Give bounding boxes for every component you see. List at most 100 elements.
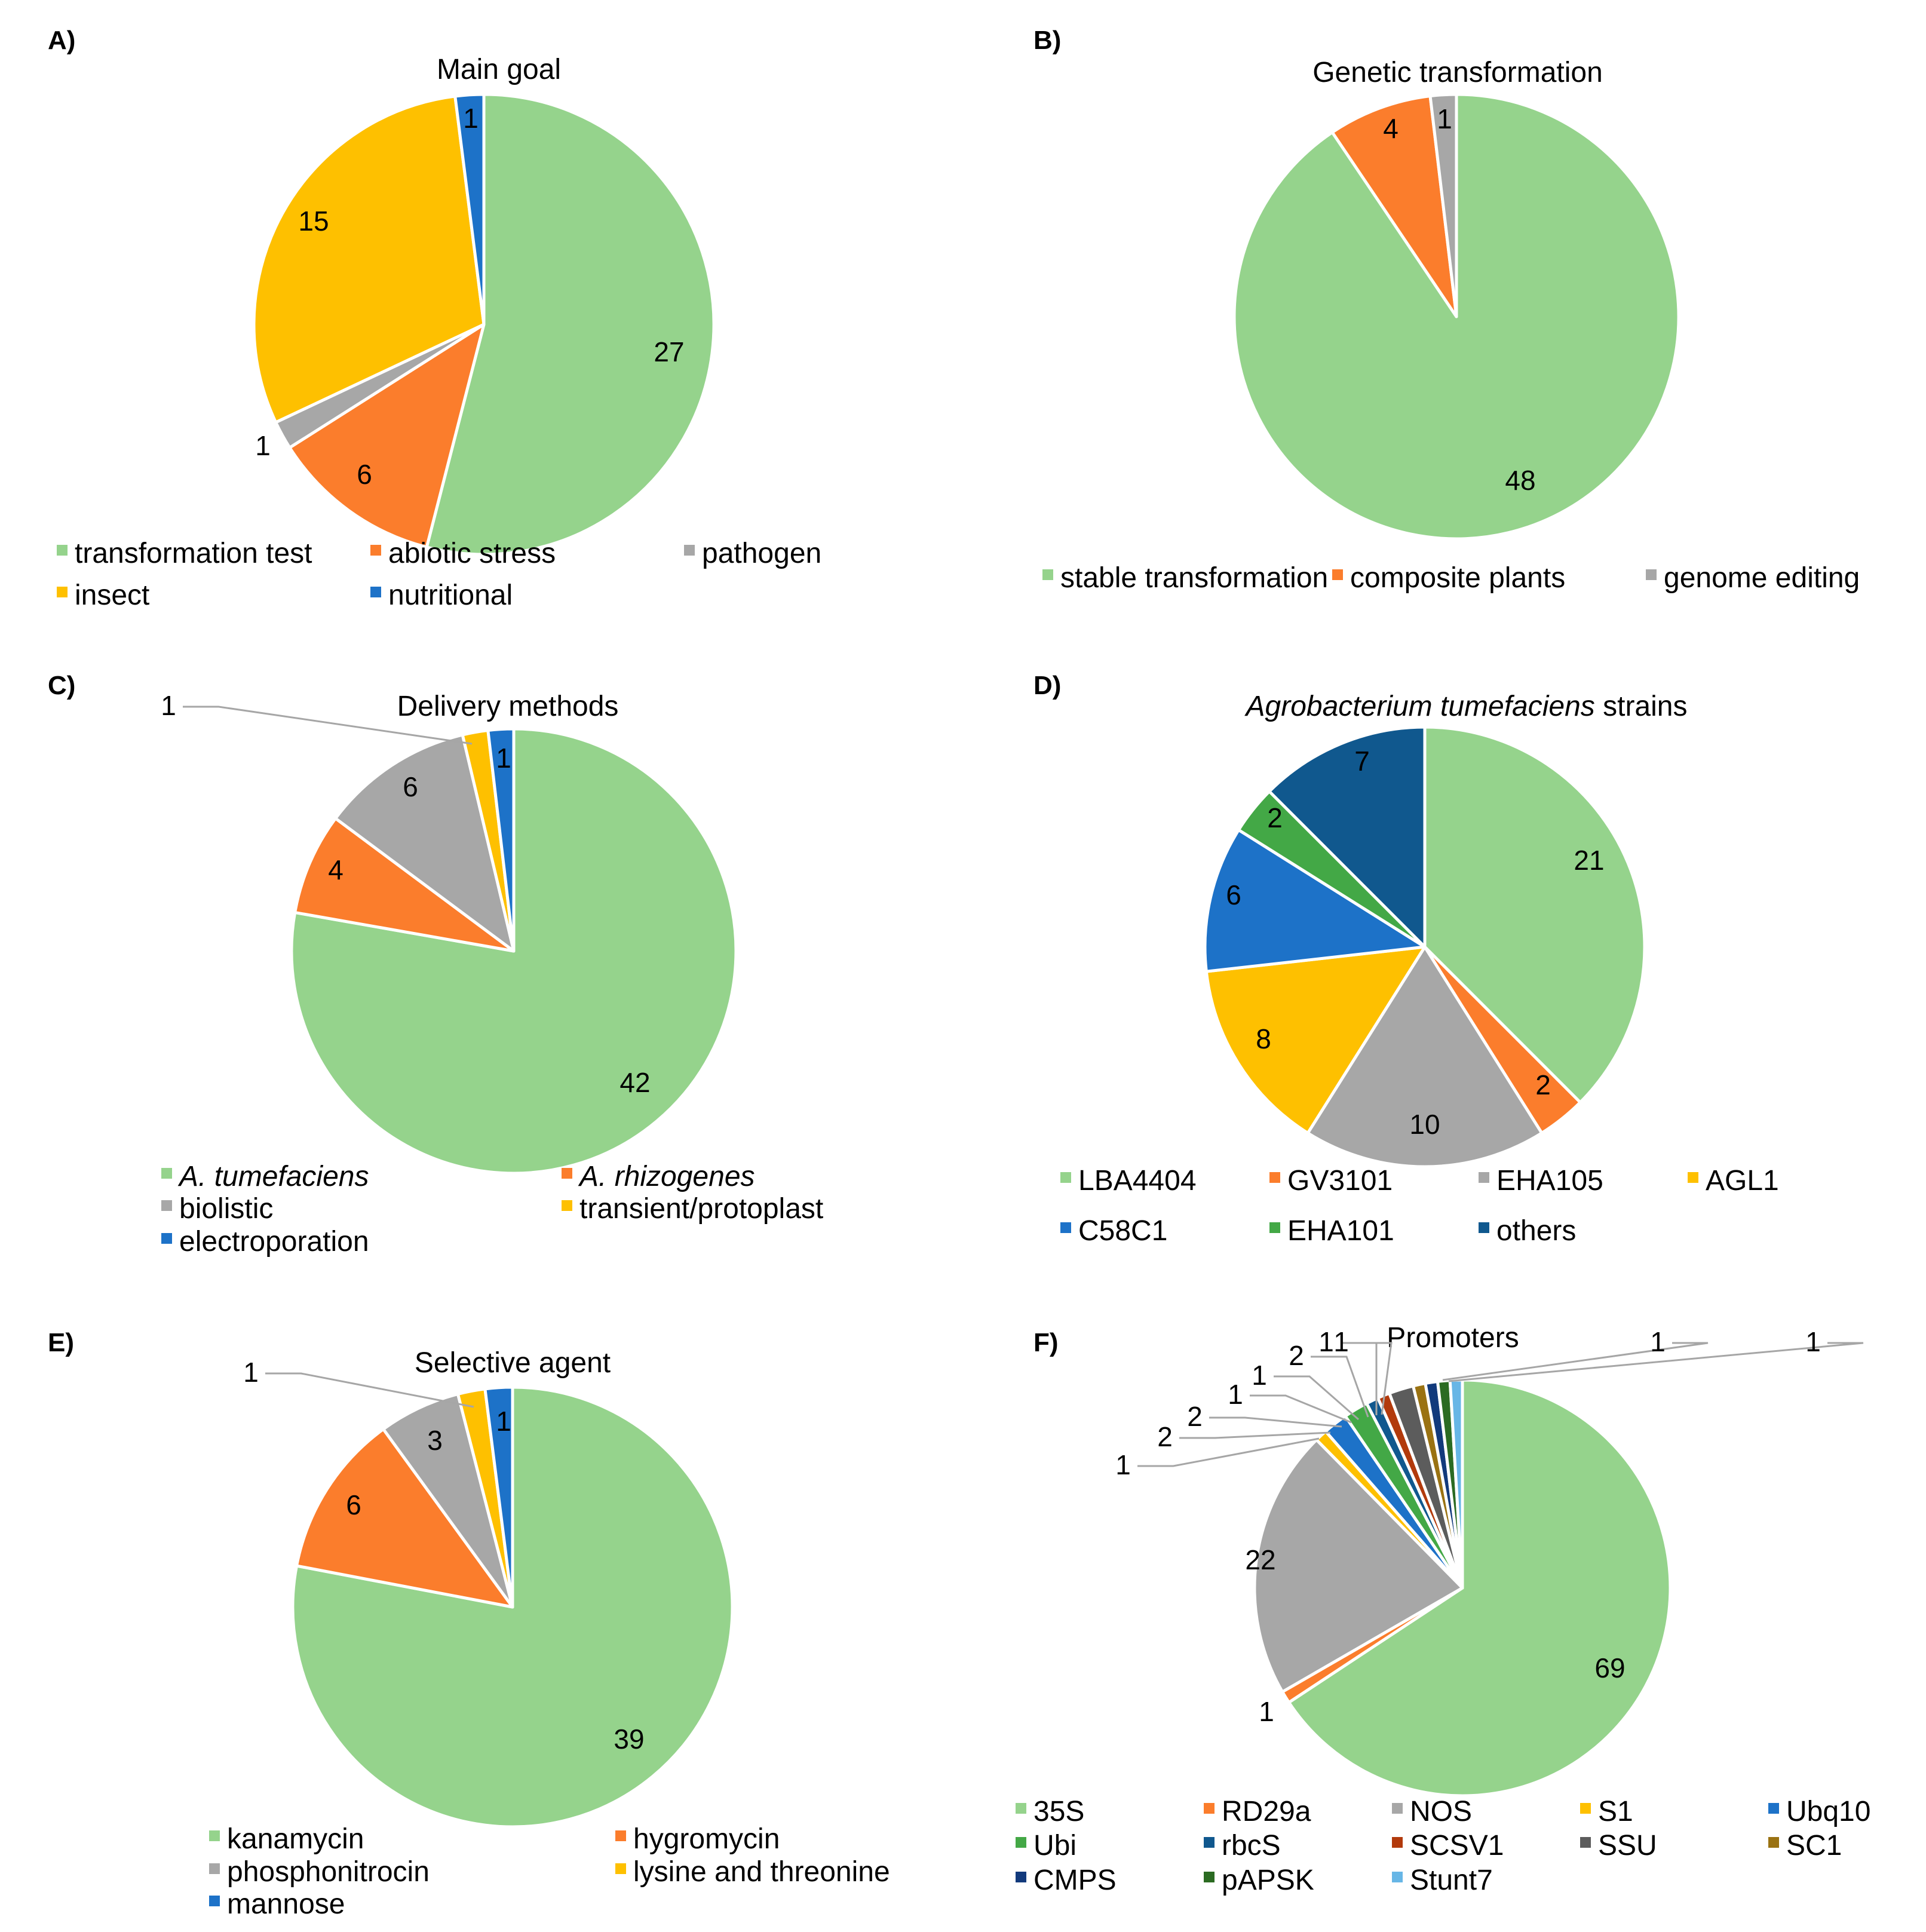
legend-swatch: [1042, 569, 1053, 580]
legend-label: pAPSK: [1222, 1864, 1314, 1896]
legend-label: RD29a: [1222, 1796, 1311, 1827]
legend-swatch: [562, 1200, 572, 1211]
pie-slice-hygromycin: [295, 1427, 514, 1609]
legend-item-phosphonitrocin: phosphonitrocin: [209, 1856, 430, 1888]
legend-swatch: [1204, 1837, 1215, 1848]
legend-label: composite plants: [1350, 562, 1565, 594]
legend-swatch: [161, 1233, 172, 1244]
slice-label-nos: 22: [1245, 1544, 1275, 1575]
legend-item-others: others: [1479, 1215, 1576, 1247]
legend-swatch: [370, 587, 381, 597]
legend-label: EHA105: [1496, 1165, 1603, 1197]
legend-swatch: [1016, 1803, 1026, 1814]
slice-label-transformation-test: 27: [654, 336, 684, 367]
chart-d: D) Agrobacterium tumefaciens strains 21 2 10…: [1033, 671, 1779, 1247]
legend-swatch: [1060, 1172, 1071, 1183]
legend-item-rd29a: RD29a: [1204, 1796, 1311, 1827]
legend-swatch: [1269, 1222, 1280, 1233]
legend-item-scsv1: SCSV1: [1392, 1830, 1504, 1862]
legend-item-transformation-test: transformation test: [57, 538, 312, 569]
legend-item-35s: 35S: [1016, 1796, 1084, 1827]
legend-label: electroporation: [179, 1226, 369, 1258]
leader-line-transient-protoplast: [183, 706, 473, 745]
legend-item-ubi: Ubi: [1016, 1830, 1077, 1862]
slice-label-kanamycin: 39: [614, 1724, 644, 1755]
slice-label-ubq10: 2: [1157, 1421, 1173, 1452]
legend-label: SCSV1: [1410, 1830, 1504, 1862]
legend-label: insect: [75, 579, 149, 611]
chart-e: E) Selective agent 39 6 3 1 1 kanamycin hygromyc…: [48, 1328, 890, 1920]
slice-label-a-tumefaciens: 42: [619, 1067, 650, 1098]
legend-swatch: [1392, 1803, 1403, 1814]
pie-slice-transformation-test: [425, 93, 716, 556]
slice-label-mannose: 1: [496, 1406, 511, 1437]
legend-swatch: [1392, 1837, 1403, 1848]
legend-item-ubq10: Ubq10: [1768, 1796, 1870, 1827]
panel-letter: B): [1033, 26, 1061, 55]
legend-swatch: [1332, 569, 1343, 580]
legend-label: lysine and threonine: [633, 1856, 890, 1888]
legend-item-eha101: EHA101: [1269, 1215, 1394, 1247]
slice-label-s1: 1: [1115, 1449, 1131, 1480]
legend-swatch: [1580, 1803, 1591, 1814]
chart-title: Genetic transformation: [1312, 57, 1603, 88]
legend-item-c58c1: C58C1: [1060, 1215, 1167, 1247]
legend-label: genome editing: [1664, 562, 1860, 594]
slice-label-a-rhizogenes: 4: [328, 854, 344, 885]
slice-label-composite-plants: 4: [1383, 113, 1399, 144]
slice-label-lysine-and-threonine: 1: [243, 1357, 259, 1388]
pie-slice-nutritional: [453, 93, 486, 326]
legend-item-cmps: CMPS: [1016, 1864, 1117, 1896]
slice-label-hygromycin: 6: [346, 1489, 361, 1520]
leader-line-ssu: [1311, 1356, 1369, 1418]
legend-item-a-tumefaciens: A. tumefaciens: [161, 1161, 369, 1192]
slice-label-pathogen: 1: [255, 430, 271, 461]
pie-slice-a-tumefaciens: [290, 727, 738, 1175]
slice-label-genome-editing: 1: [1437, 103, 1452, 134]
legend-swatch: [161, 1200, 172, 1211]
legend-label: kanamycin: [227, 1823, 364, 1855]
legend-label: CMPS: [1033, 1864, 1117, 1896]
pie-slice-eha105: [1306, 945, 1544, 1169]
legend-swatch: [1016, 1872, 1026, 1882]
legend-item-nos: NOS: [1392, 1796, 1472, 1827]
legend-swatch: [209, 1863, 220, 1874]
leader-line-ubq10: [1179, 1431, 1331, 1439]
legend-swatch: [562, 1168, 572, 1179]
legend-swatch: [1688, 1172, 1698, 1183]
chart-c: C) Delivery methods 42 4 6 1 1 A. tumefaciens A.…: [48, 671, 823, 1258]
legend-item-ssu: SSU: [1580, 1830, 1657, 1862]
pie-slice-genome-editing: [1428, 93, 1458, 318]
slice-label-agl1: 8: [1256, 1023, 1271, 1054]
pie-slice-biolistic: [334, 733, 516, 953]
chart-b: B) Genetic transformation 48 4 1 stable trans…: [1033, 26, 1860, 594]
slice-label-electroporation: 1: [496, 743, 511, 774]
legend-item-stunt7: Stunt7: [1392, 1864, 1493, 1896]
legend-label: S1: [1598, 1796, 1633, 1827]
legend-swatch: [57, 587, 68, 597]
legend-item-electroporation: electroporation: [161, 1226, 369, 1258]
slice-label-others: 7: [1354, 746, 1370, 777]
pie-slice-agl1: [1204, 945, 1427, 1135]
legend-label: A. rhizogenes: [578, 1161, 755, 1192]
legend-label: AGL1: [1706, 1165, 1779, 1197]
legend-label: hygromycin: [633, 1823, 780, 1855]
legend-item-genome-editing: genome editing: [1646, 562, 1860, 594]
legend-label: rbcS: [1222, 1830, 1281, 1862]
legend-swatch: [370, 545, 381, 556]
slice-label-eha105: 10: [1409, 1109, 1440, 1140]
legend-label: LBA4404: [1078, 1165, 1197, 1197]
leader-line-cmps: [1355, 1342, 1393, 1415]
legend-item-eha105: EHA105: [1479, 1165, 1603, 1197]
slice-label-cmps: 1: [1333, 1326, 1349, 1357]
legend-label: stable transformation: [1060, 562, 1328, 594]
legend-label: mannose: [227, 1888, 345, 1920]
legend-item-insect: insect: [57, 579, 149, 611]
legend-item-papsk: pAPSK: [1204, 1864, 1314, 1896]
pie-slice-abiotic-stress: [288, 323, 486, 549]
legend-label: transformation test: [75, 538, 312, 569]
pie-slice-others: [1268, 725, 1427, 949]
slice-label-lba4404: 21: [1574, 845, 1604, 876]
